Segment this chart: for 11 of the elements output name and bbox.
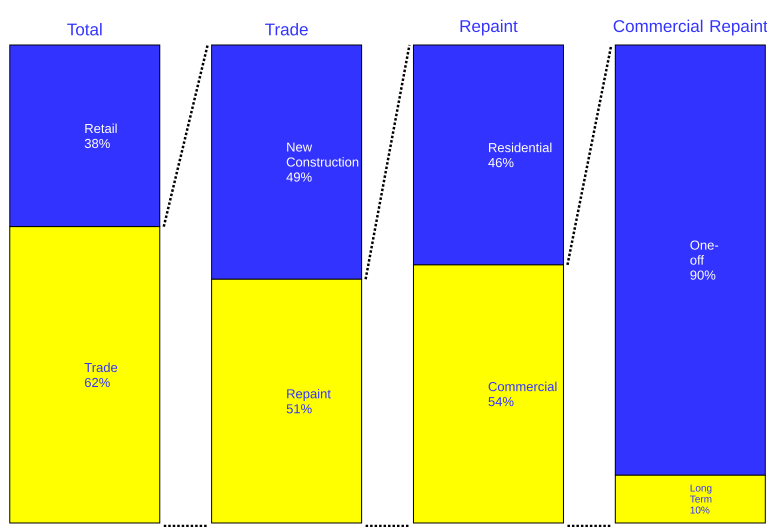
data-label: Commercial 54% — [488, 382, 556, 406]
data-label: Repaint 51% — [286, 388, 331, 414]
data-label: One-off 90% — [690, 240, 718, 280]
data-label: New Construction 49% — [286, 142, 358, 182]
x-tick-label: Total — [67, 22, 102, 36]
data-label: Residential 46% — [488, 142, 552, 168]
data-label: Long Term 10% — [690, 484, 712, 514]
x-tick-label: Trade — [265, 22, 308, 36]
x-tick-label: Repaint — [460, 20, 518, 36]
data-label: Retail 38% — [84, 124, 117, 148]
data-label: Trade 62% — [84, 362, 118, 388]
